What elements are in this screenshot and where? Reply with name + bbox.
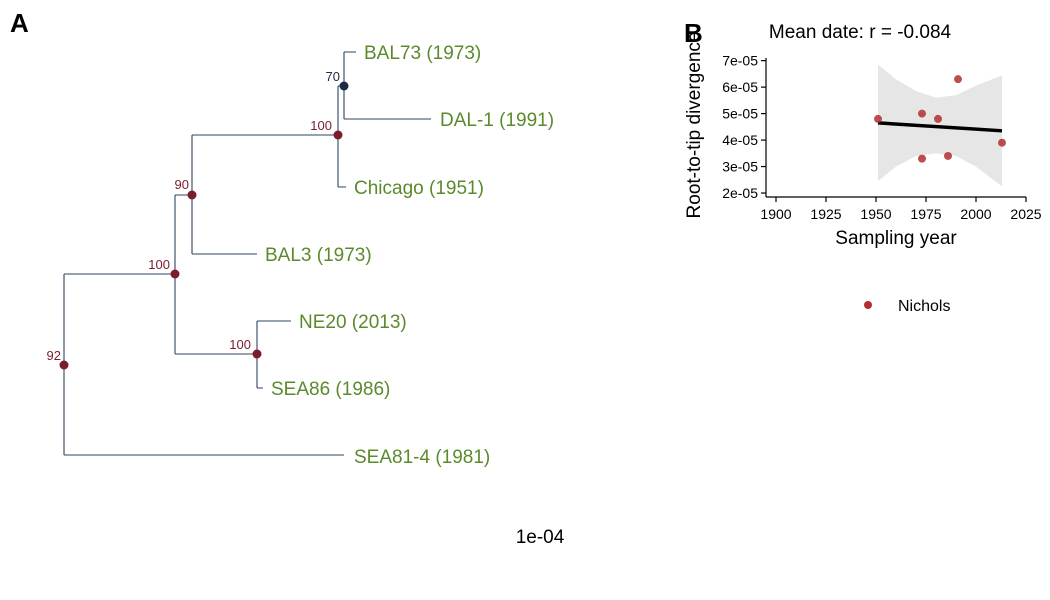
- x-tick-label: 1975: [910, 206, 941, 222]
- node-dot: [333, 130, 343, 140]
- data-point: [944, 151, 952, 160]
- tree-nodes: [59, 81, 349, 370]
- support-value: 100: [148, 257, 170, 272]
- support-value: 70: [326, 69, 340, 84]
- y-tick-label: 3e-05: [722, 159, 758, 175]
- x-ticks: 1900 1925 1950 1975 2000 2025: [760, 197, 1042, 222]
- node-dot: [252, 349, 262, 359]
- data-point: [918, 109, 926, 118]
- data-point: [918, 154, 926, 163]
- y-tick-label: 2e-05: [722, 185, 758, 201]
- tip-label: SEA81-4 (1981): [354, 447, 490, 468]
- tip-label: SEA86 (1986): [271, 379, 390, 400]
- y-tick-label: 4e-05: [722, 132, 758, 148]
- branch-n192: [191, 134, 338, 255]
- x-tick-label: 1925: [810, 206, 841, 222]
- support-value: 100: [310, 118, 332, 133]
- tip-labels: BAL73 (1973) DAL-1 (1991) Chicago (1951)…: [265, 43, 554, 468]
- x-tick-label: 1950: [860, 206, 891, 222]
- branch-n175: [174, 194, 257, 355]
- tip-label: DAL-1 (1991): [440, 110, 554, 131]
- legend-swatch: [864, 301, 872, 309]
- support-value: 90: [175, 177, 189, 192]
- tip-label: NE20 (2013): [299, 312, 407, 333]
- support-values: 92 100 90 100 70 100: [47, 69, 340, 363]
- legend-label: Nichols: [898, 298, 950, 315]
- x-axis-title: Sampling year: [835, 228, 957, 249]
- node-dot: [170, 269, 180, 279]
- tip-label: BAL73 (1973): [364, 43, 481, 64]
- x-tick-label: 2025: [1010, 206, 1041, 222]
- chart-title: Mean date: r = -0.084: [769, 22, 952, 43]
- tip-label: Chicago (1951): [354, 178, 484, 199]
- y-axis-title: Root-to-tip divergence: [684, 32, 705, 219]
- panel-b-label: B: [684, 18, 703, 48]
- panel-a-label: A: [10, 8, 29, 38]
- legend: Nichols: [864, 298, 950, 315]
- scatter-points: [874, 75, 1006, 163]
- y-tick-label: 7e-05: [722, 53, 758, 69]
- y-ticks: 2e-05 3e-05 4e-05 5e-05 6e-05 7e-05: [722, 53, 766, 201]
- data-point: [934, 114, 942, 123]
- node-dot: [59, 360, 69, 370]
- x-tick-label: 2000: [960, 206, 991, 222]
- node-dot: [339, 81, 349, 91]
- regression-line: [877, 121, 1003, 133]
- scale-label: 1e-04: [516, 527, 565, 548]
- branch-n257: [256, 320, 291, 389]
- data-point: [874, 114, 882, 123]
- support-value: 100: [229, 337, 251, 352]
- tip-label: BAL3 (1973): [265, 245, 372, 266]
- node-dot: [187, 190, 197, 200]
- data-point: [954, 75, 962, 84]
- data-point: [998, 138, 1006, 147]
- panel-a: A 92 100 90 100: [10, 8, 565, 548]
- y-tick-label: 5e-05: [722, 106, 758, 122]
- y-tick-label: 6e-05: [722, 79, 758, 95]
- support-value: 92: [47, 348, 61, 363]
- branch-root: [63, 273, 344, 456]
- x-tick-label: 1900: [760, 206, 791, 222]
